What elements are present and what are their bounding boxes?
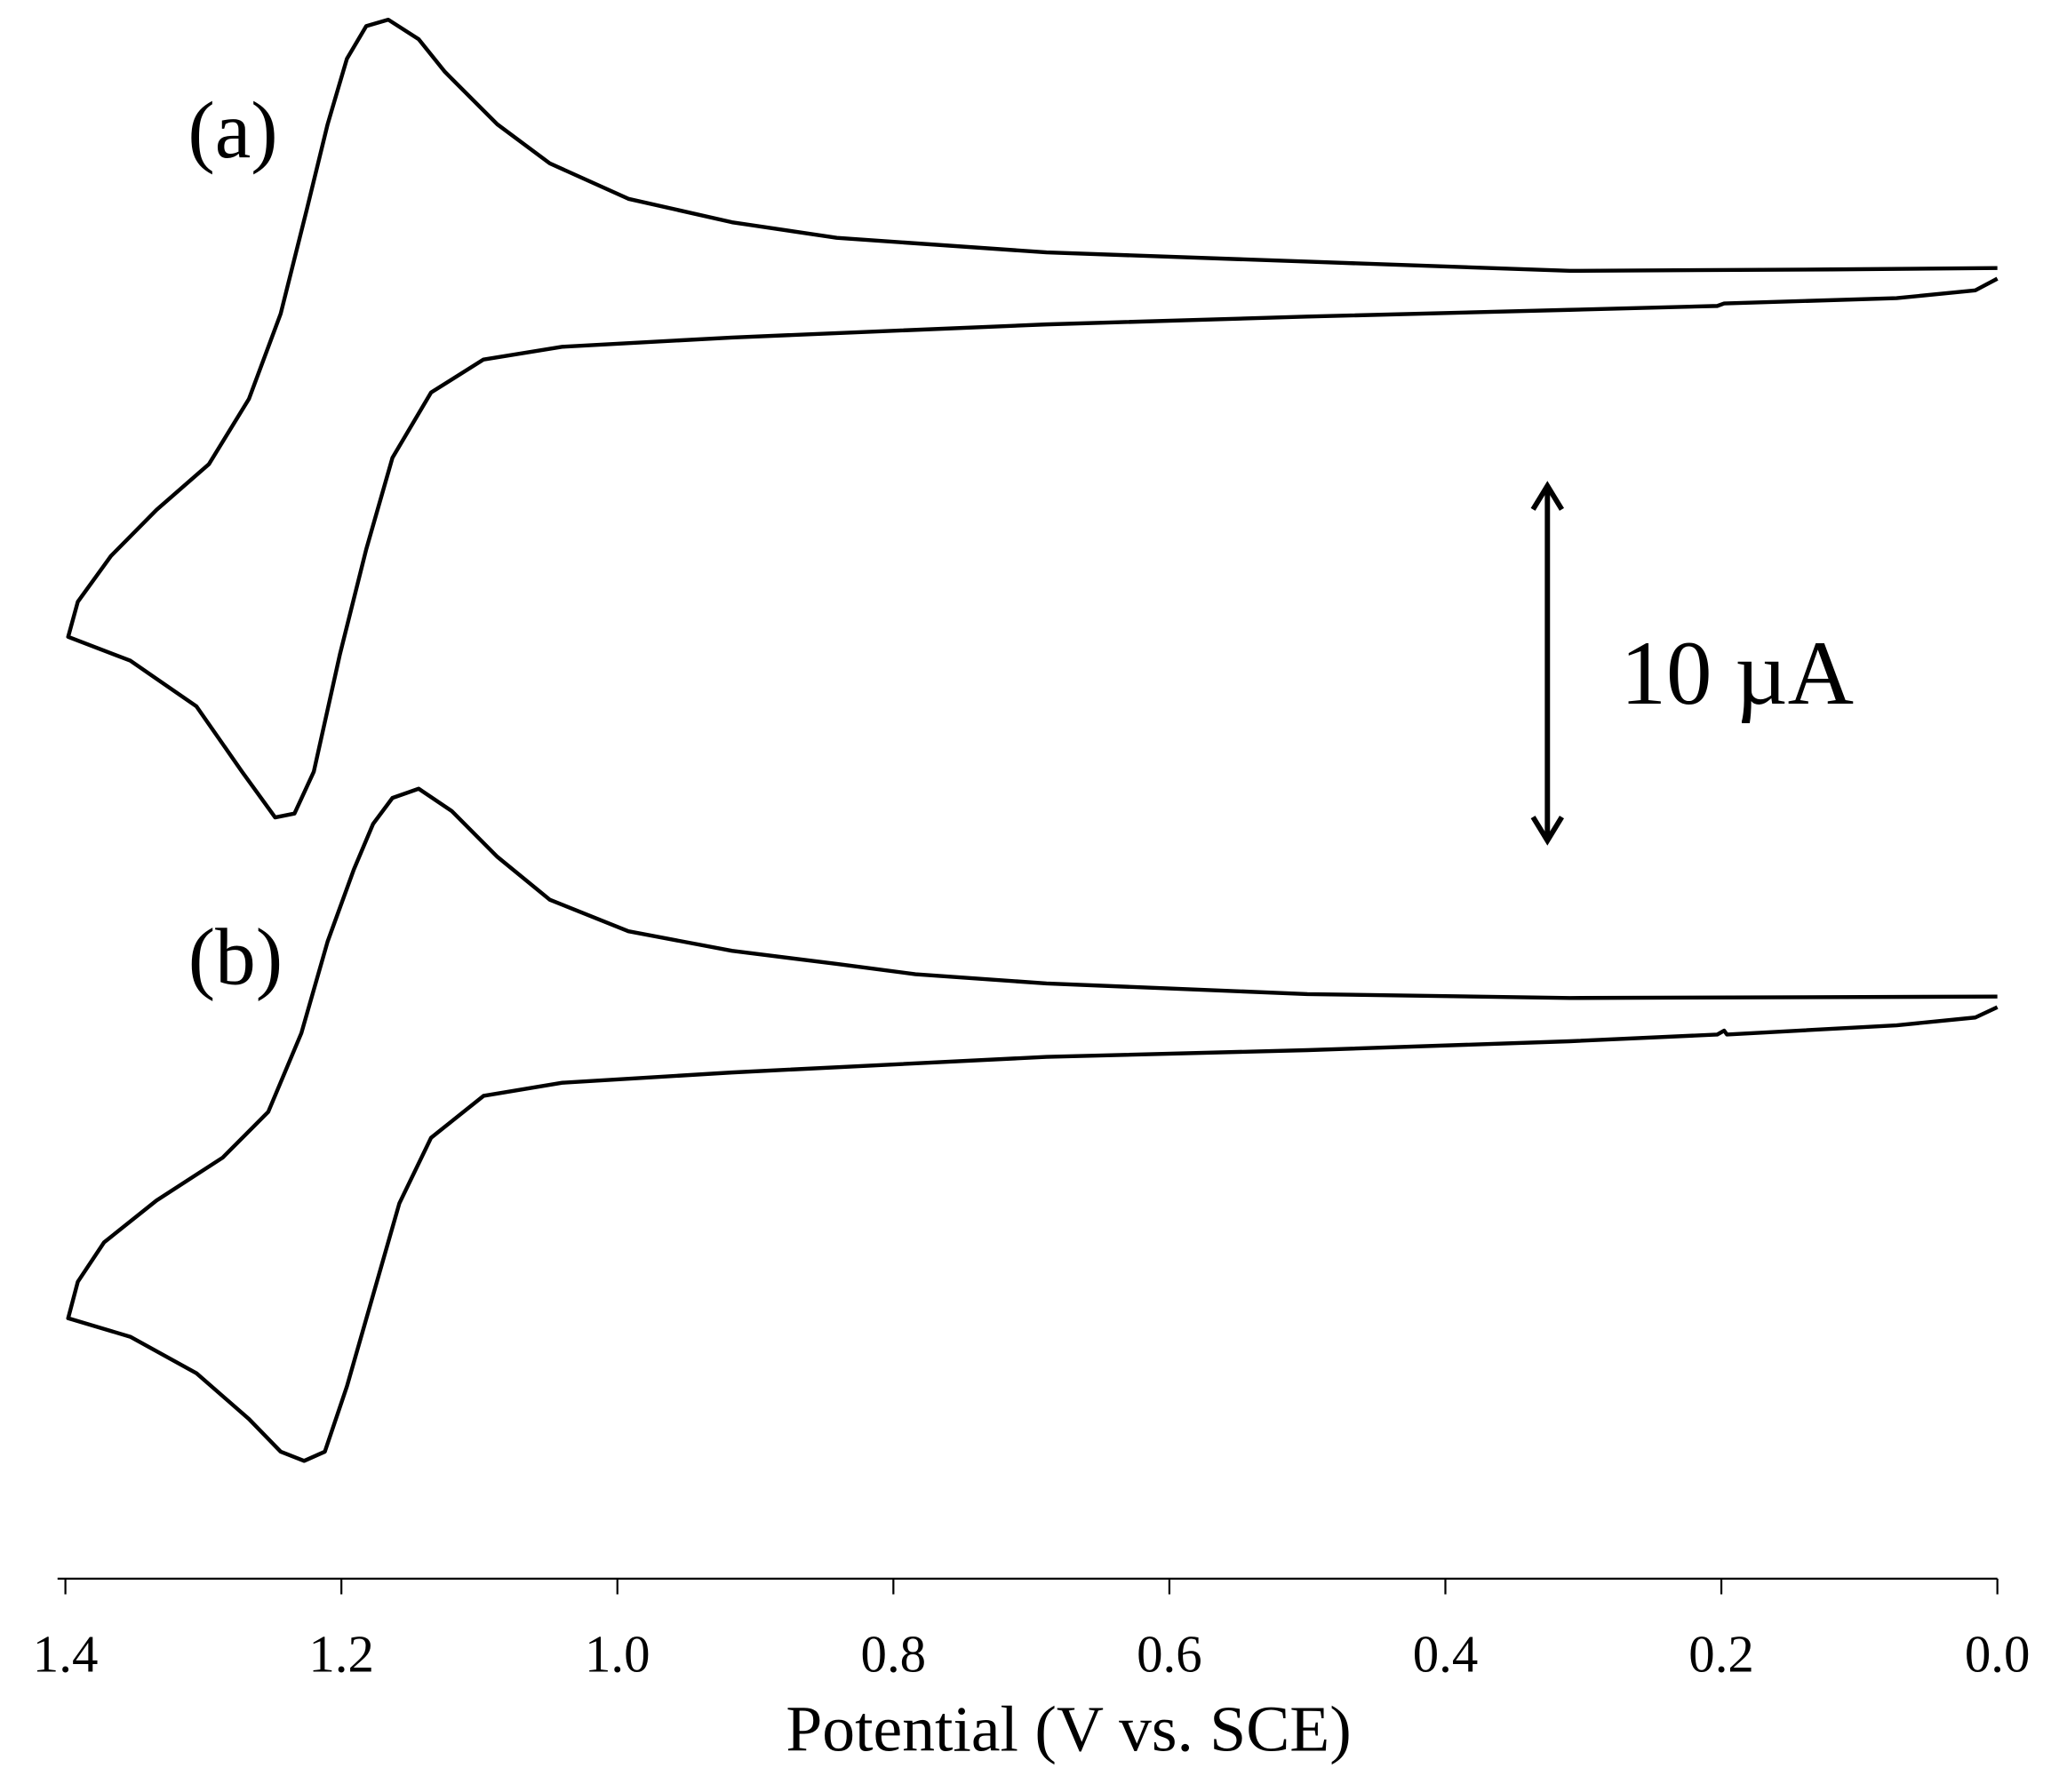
scale-arrowhead [1530, 816, 1565, 846]
scale-arrowhead [1530, 481, 1565, 511]
x-tick-label: 1.0 [585, 1626, 650, 1684]
scale-bar-label: 10 µA [1620, 623, 1854, 724]
cv-curve [66, 786, 1999, 1463]
curve-label: (b) [188, 912, 283, 1001]
x-tick-label: 0.2 [1688, 1626, 1754, 1684]
x-tick-label: 1.4 [33, 1626, 99, 1684]
curve-label: (a) [188, 85, 277, 175]
x-tick-label: 0.0 [1965, 1626, 2031, 1684]
x-tick-label: 0.6 [1137, 1626, 1202, 1684]
cv-curve [66, 17, 1999, 820]
x-tick-label: 1.2 [308, 1626, 374, 1684]
x-tick-label: 0.8 [861, 1626, 927, 1684]
x-tick-label: 0.4 [1413, 1626, 1479, 1684]
x-axis-label: Potential (V vs. SCE) [786, 1692, 1351, 1764]
